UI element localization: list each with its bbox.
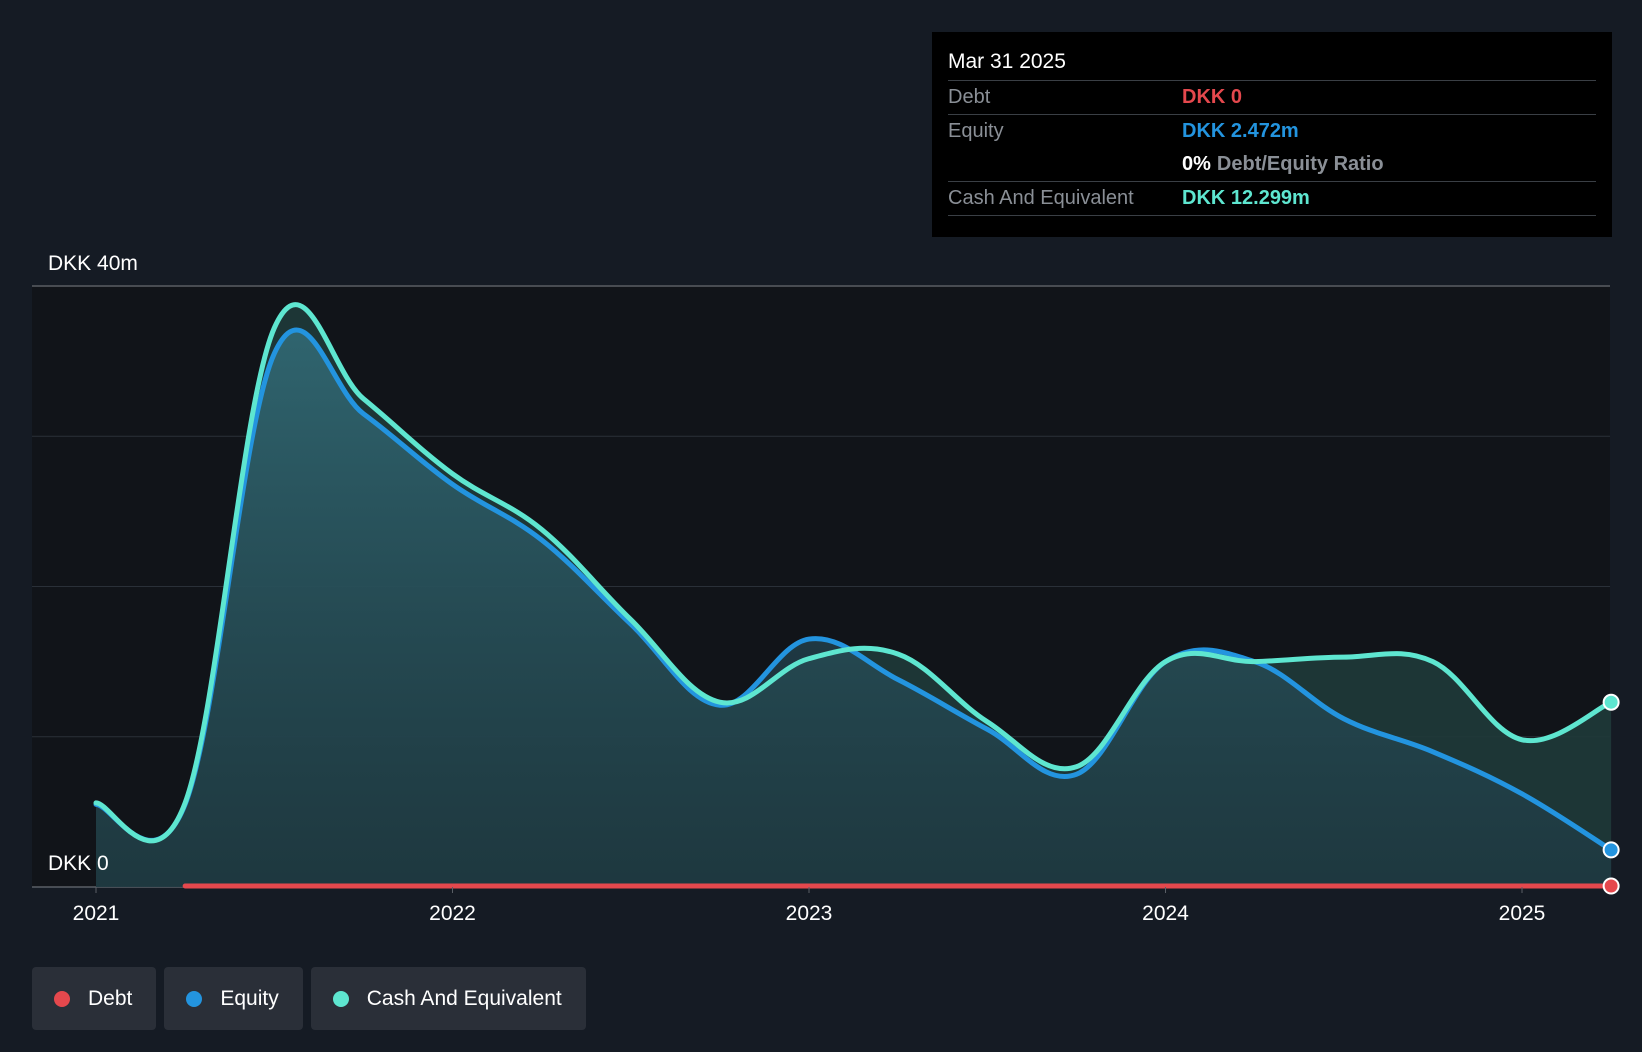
equity-end-marker [1602, 841, 1620, 859]
y-axis-bottom-label: DKK 0 [48, 852, 109, 875]
tooltip-cash-label: Cash And Equivalent [948, 187, 1134, 209]
tooltip-debt-label: Debt [948, 86, 991, 108]
x-tick-label: 2022 [429, 902, 476, 925]
cash-line [93, 302, 1614, 844]
legend-item-debt[interactable]: Debt [32, 967, 157, 1030]
legend-item-cash[interactable]: Cash And Equivalent [310, 967, 586, 1030]
equity-area [96, 330, 1612, 887]
tooltip-cash-value: DKK 12.299m [1182, 187, 1310, 209]
legend-debt-dot-icon [54, 990, 70, 1007]
legend-item-equity[interactable]: Equity [164, 967, 303, 1030]
tooltip-date: Mar 31 2025 [948, 50, 1066, 73]
legend-equity-label: Equity [220, 986, 279, 1010]
tooltip-divider [948, 215, 1596, 216]
tooltip-equity-label: Equity [948, 120, 1004, 142]
tooltip-ratio-label: Debt/Equity Ratio [1216, 153, 1384, 175]
x-tick-label: 2023 [786, 902, 833, 925]
x-tick-label: 2024 [1142, 902, 1189, 925]
cash-end-marker [1602, 693, 1620, 711]
x-tick-label: 2025 [1499, 902, 1546, 925]
legend-cash-dot-icon [332, 990, 349, 1007]
tooltip-ratio-value: 0% [1182, 153, 1211, 175]
tooltip-debt-value: DKK 0 [1182, 86, 1243, 108]
tooltip-equity-value: DKK 2.472m [1182, 120, 1299, 142]
legend: Debt Equity Cash And Equivalent [32, 967, 586, 1030]
legend-cash-label: Cash And Equivalent [366, 986, 562, 1010]
equity-line [93, 327, 1614, 853]
debt-end-marker [1602, 877, 1620, 895]
legend-debt-label: Debt [88, 986, 133, 1010]
x-tick-label: 2021 [73, 902, 120, 925]
y-axis-top-label: DKK 40m [48, 252, 138, 275]
legend-equity-dot-icon [186, 990, 203, 1007]
tooltip-panel: Mar 31 2025 Debt DKK 0 Equity DKK 2.472m… [932, 32, 1612, 237]
